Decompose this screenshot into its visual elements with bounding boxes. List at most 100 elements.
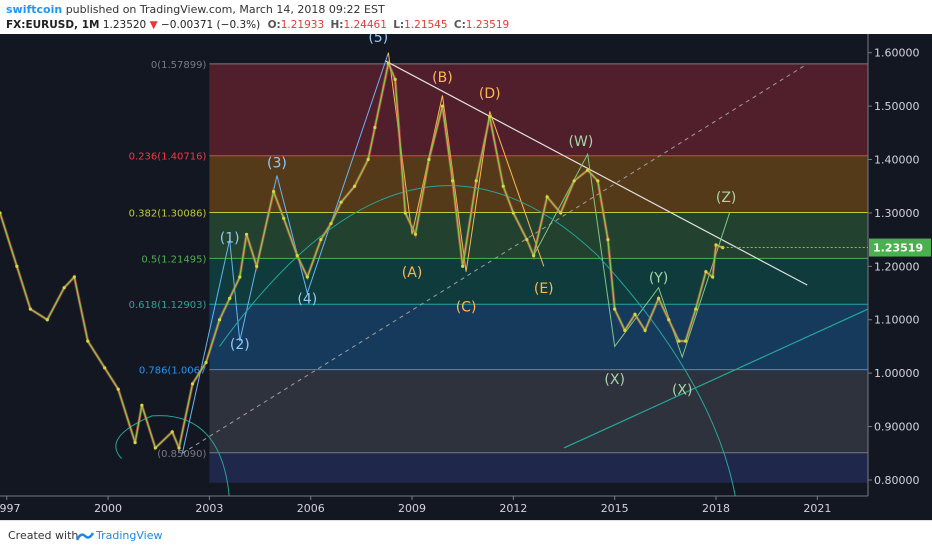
price-point xyxy=(532,254,536,258)
price-point xyxy=(413,232,418,236)
tradingview-logo-icon[interactable] xyxy=(76,530,94,542)
price-point xyxy=(133,440,137,445)
price-point xyxy=(623,328,627,333)
price-point xyxy=(329,222,333,226)
price-point xyxy=(684,339,688,343)
price-point xyxy=(238,275,242,279)
price-point xyxy=(62,286,66,290)
x-tick-label: 2009 xyxy=(398,502,426,515)
x-tick-label: 997 xyxy=(0,502,21,515)
resistance-trendline xyxy=(384,60,808,286)
fib-level-label: 0(1.57899) xyxy=(151,60,207,71)
low-label: L: xyxy=(393,19,405,31)
price-point xyxy=(711,275,715,279)
wave-label: (A) xyxy=(402,265,423,281)
price-point xyxy=(305,275,309,279)
price-point xyxy=(244,232,249,236)
price-point xyxy=(373,125,377,130)
price-point xyxy=(393,77,397,81)
wave-label: (X) xyxy=(672,383,693,399)
tradingview-link[interactable]: TradingView xyxy=(96,529,163,542)
author-link[interactable]: swiftcoin xyxy=(6,3,63,16)
price-point xyxy=(677,339,681,343)
price-point xyxy=(511,211,515,215)
price-chart[interactable]: 0(1.57899) 0.236(1.40716) 0.382(1.30086) 0.… xyxy=(0,34,932,520)
x-tick-label: 2021 xyxy=(803,502,831,515)
price-point xyxy=(153,446,157,450)
price-change: −0.00371 (−0.3%) xyxy=(161,19,261,31)
fib-zone xyxy=(209,258,869,305)
price-point xyxy=(386,61,391,65)
price-point xyxy=(427,157,431,162)
fib-zones xyxy=(209,63,869,483)
price-point xyxy=(72,275,76,279)
price-point xyxy=(45,318,49,322)
wave-label: (B) xyxy=(432,70,453,86)
y-tick-label: 1.00000 xyxy=(874,367,920,380)
price-point xyxy=(366,157,370,162)
price-point xyxy=(525,238,529,242)
open-value: 1.21933 xyxy=(280,19,325,31)
publication-line: swiftcoin published on TradingView.com, … xyxy=(6,3,385,16)
fib-zone xyxy=(209,304,869,370)
fib-levels: 0(1.57899) 0.236(1.40716) 0.382(1.30086) 0.… xyxy=(129,60,868,460)
high-label: H: xyxy=(330,19,344,31)
x-tick-label: 2018 xyxy=(702,502,730,515)
wave-label: (E) xyxy=(534,281,554,297)
axes: 1.60000 1.50000 1.40000 1.30000 1.20000 1.100… xyxy=(0,34,932,520)
price-point xyxy=(586,168,590,172)
price-point xyxy=(177,446,181,450)
price-point xyxy=(295,254,299,258)
price-point xyxy=(140,403,144,407)
price-point xyxy=(103,366,107,370)
last-price-label: 1.23519 xyxy=(873,242,923,255)
price-point xyxy=(28,307,32,311)
high-value: 1.24461 xyxy=(343,19,387,31)
fib-level-label: 0.618(1.12903) xyxy=(129,300,207,311)
wave-labels: (1) (2) (3) (4) (5) (A) (B) (C) (D) (E) (W) (X) (Y) (… xyxy=(220,34,737,399)
symbol-name[interactable]: FX:EURUSD, 1M xyxy=(6,19,100,31)
wave-label: (Z) xyxy=(716,190,737,206)
price-point xyxy=(559,211,563,215)
price-point xyxy=(86,339,90,343)
fib-level-label: 0.786(1.0067 xyxy=(139,366,207,377)
price-point xyxy=(255,264,259,268)
fib-zone xyxy=(209,452,869,483)
fib-zone xyxy=(209,369,869,453)
y-tick-label: 1.30000 xyxy=(874,207,920,220)
wave-label: (D) xyxy=(479,86,501,102)
x-tick-label: 2015 xyxy=(601,502,629,515)
fib-level-label: 0.236(1.40716) xyxy=(129,152,207,163)
y-tick-label: 1.50000 xyxy=(874,100,920,113)
x-tick-label: 2012 xyxy=(499,502,527,515)
fib-zone xyxy=(209,155,869,213)
created-with-text: Created with xyxy=(8,529,79,542)
price-point xyxy=(501,184,505,188)
time-scale xyxy=(0,496,932,520)
support-trendline xyxy=(563,308,869,449)
price-point xyxy=(704,270,708,274)
price-point xyxy=(545,195,549,199)
price-point xyxy=(613,307,617,311)
down-arrow-icon: ▼ xyxy=(149,19,158,31)
price-point xyxy=(217,318,222,322)
fib-level-label: (0.85090) xyxy=(157,449,206,460)
price-point xyxy=(440,104,445,108)
price-point xyxy=(714,243,718,247)
price-point xyxy=(694,307,698,311)
price-point xyxy=(116,387,120,391)
last-price: 1.23520 xyxy=(102,19,147,31)
wave-label: (1) xyxy=(220,230,240,246)
price-point xyxy=(271,189,276,194)
wave-label: (3) xyxy=(267,156,287,172)
ohlc-values: O:1.21933 H:1.24461 L:1.21545 C:1.23519 xyxy=(268,19,513,31)
price-point xyxy=(190,382,195,386)
price-point xyxy=(15,264,19,268)
y-tick-label: 1.40000 xyxy=(874,154,920,167)
price-point xyxy=(633,312,637,317)
fib-level-label: 0.5(1.21495) xyxy=(141,254,206,265)
chart-header: swiftcoin published on TradingView.com, … xyxy=(0,0,932,34)
price-point xyxy=(450,179,455,183)
wave-label: (Y) xyxy=(649,270,668,286)
fib-zone xyxy=(209,63,869,156)
